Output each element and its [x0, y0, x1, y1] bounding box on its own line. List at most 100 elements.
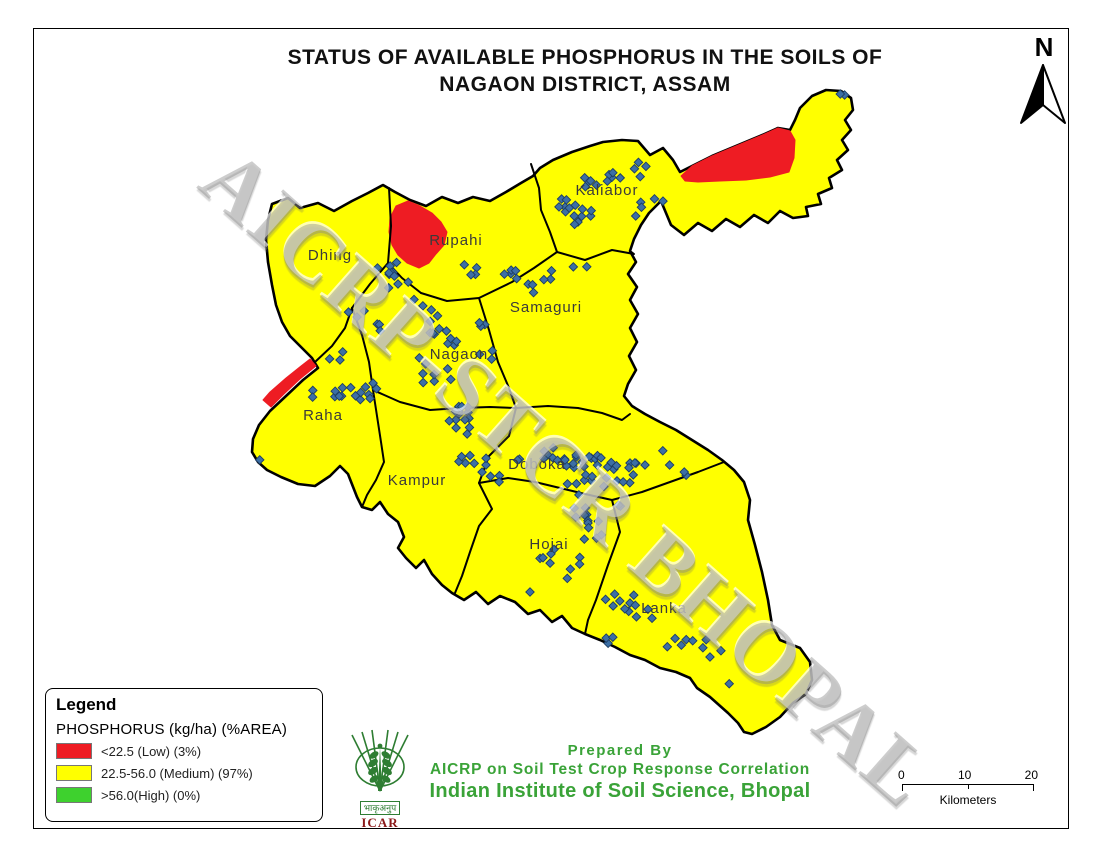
sample-point — [426, 304, 437, 315]
sample-point — [640, 460, 650, 470]
district-label-kaliabor: Kaliabor — [575, 182, 638, 199]
block-boundary — [611, 461, 725, 501]
page-border-frame — [33, 28, 1069, 829]
sample-point — [548, 442, 559, 453]
legend-items: <22.5 (Low) (3%) 22.5-56.0 (Medium) (97%)… — [56, 743, 312, 803]
sample-point — [451, 414, 461, 425]
credits-prepared-by: Prepared By — [567, 742, 673, 759]
sample-point — [716, 645, 726, 656]
map-title: STATUS OF AVAILABLE PHOSPHORUS IN THE SO… — [240, 44, 930, 98]
icar-hindi-label: भाकृअनुप — [359, 801, 401, 815]
sample-point — [670, 633, 680, 644]
sample-point — [450, 406, 461, 417]
sample-point — [624, 462, 634, 473]
sample-point — [445, 374, 456, 385]
sample-point — [525, 587, 535, 597]
sample-point — [658, 196, 668, 207]
sample-point — [618, 477, 629, 487]
icar-acronym-label: ICAR — [361, 815, 399, 830]
sample-point — [343, 307, 354, 317]
low-phosphorus-patch — [680, 127, 796, 183]
block-boundary — [478, 477, 613, 501]
sample-point — [434, 323, 445, 334]
district-label-dhing: Dhing — [308, 247, 352, 264]
sample-point — [554, 201, 564, 212]
sample-point — [608, 601, 619, 611]
sample-point — [580, 503, 591, 513]
sample-point — [581, 261, 592, 272]
sample-point — [585, 211, 596, 221]
sample-point — [664, 460, 675, 470]
sample-point — [335, 355, 345, 365]
sample-point — [459, 259, 470, 270]
sample-point — [372, 263, 383, 273]
legend-item-label: >56.0(High) (0%) — [101, 787, 201, 803]
sample-point — [574, 489, 584, 500]
sample-point — [527, 279, 538, 290]
sample-point — [643, 604, 653, 615]
sample-point — [615, 173, 626, 183]
sample-point — [417, 300, 428, 311]
sample-point — [360, 382, 371, 392]
sample-point — [389, 271, 400, 281]
sample-point — [598, 481, 609, 492]
sample-point — [607, 167, 618, 178]
legend-box: Legend PHOSPHORUS (kg/ha) (%AREA) <22.5 … — [45, 688, 323, 822]
sample-point — [474, 317, 485, 328]
sample-point — [580, 181, 591, 192]
sample-point — [337, 347, 348, 357]
block-boundary — [372, 389, 517, 411]
sample-point — [569, 211, 580, 221]
sample-point — [481, 453, 491, 464]
sample-point — [633, 157, 644, 168]
sample-point — [662, 641, 673, 652]
sample-point — [444, 415, 455, 426]
sample-point — [456, 451, 467, 462]
sample-point — [641, 161, 651, 172]
district-label-raha: Raha — [303, 407, 343, 424]
scale-tick-label: 10 — [957, 768, 972, 782]
block-boundary — [351, 262, 389, 309]
district-label-samaguri: Samaguri — [510, 299, 582, 316]
sample-point — [307, 392, 318, 403]
legend-heading: Legend — [56, 695, 117, 714]
sample-point — [359, 305, 370, 316]
sample-point — [571, 512, 581, 522]
scale-tick-label: 20 — [1024, 768, 1038, 782]
block-boundary — [530, 163, 558, 253]
sample-point — [601, 633, 612, 643]
credits-aicrp-line: AICRP on Soil Test Crop Response Correla… — [430, 761, 810, 778]
sample-point — [512, 455, 523, 466]
sample-point — [587, 471, 597, 482]
sample-point — [676, 640, 687, 651]
legend-subheading: PHOSPHORUS (kg/ha) (%AREA) — [56, 721, 288, 738]
sample-point — [607, 632, 618, 643]
sample-point — [432, 311, 443, 321]
district-label-lanka: Lanka — [641, 600, 687, 617]
sample-point — [538, 274, 549, 285]
sample-point — [385, 261, 396, 271]
sample-point — [429, 376, 440, 387]
sample-point — [494, 477, 505, 487]
sample-point — [574, 559, 585, 570]
sample-point — [698, 642, 708, 653]
sample-point — [428, 328, 438, 339]
sample-point — [609, 589, 620, 600]
sample-point — [425, 316, 436, 327]
legend-swatch — [56, 743, 92, 759]
sample-point — [418, 377, 429, 388]
sample-point — [600, 594, 611, 605]
sample-point — [565, 564, 576, 575]
sample-point — [511, 273, 522, 284]
sample-point — [307, 385, 318, 396]
icar-logo: भाकृअनुप ICAR — [335, 729, 425, 830]
sample-point — [374, 319, 385, 330]
scale-line — [902, 784, 1034, 792]
sample-point — [420, 359, 431, 369]
wheat-icon — [351, 729, 409, 792]
sample-point — [628, 469, 639, 480]
sample-point — [628, 590, 639, 601]
sample-point — [403, 277, 414, 287]
credits-institute-line: Indian Institute of Soil Science, Bhopal — [429, 780, 811, 802]
sample-point — [460, 414, 470, 425]
